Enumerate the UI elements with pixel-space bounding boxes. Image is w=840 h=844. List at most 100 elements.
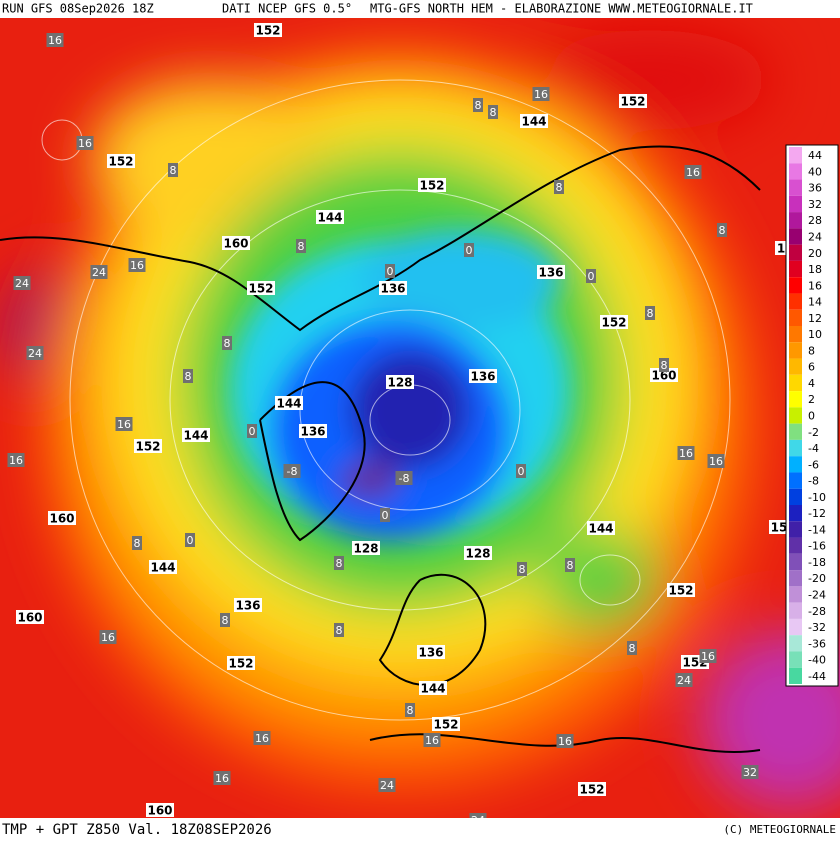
legend-swatch	[789, 618, 802, 636]
gpt-label: 136	[538, 266, 563, 280]
legend-label: -44	[808, 670, 826, 683]
gpt-label: 152	[108, 155, 133, 169]
gpt-label-box	[667, 583, 695, 597]
legend-label: -40	[808, 654, 826, 667]
gpt-label-box	[464, 546, 492, 560]
legend-swatch	[789, 309, 802, 326]
tmp-label: 0	[588, 270, 595, 283]
gpt-label-box	[600, 315, 628, 329]
gpt-label: 15	[771, 521, 788, 535]
legend-label: 4	[808, 377, 815, 390]
tmp-label: 0	[249, 425, 256, 438]
legend-swatch	[789, 537, 802, 554]
tmp-label-box	[423, 733, 441, 747]
legend-swatch	[789, 326, 802, 343]
tmp-label-box	[90, 265, 108, 279]
legend-label: 0	[808, 410, 815, 423]
tmp-label: 24	[28, 347, 42, 360]
tmp-label: 24	[677, 674, 691, 687]
tmp-label-box	[128, 258, 146, 272]
gpt-label: 1	[777, 242, 785, 256]
gpt-label: 152	[255, 24, 280, 38]
tmp-label: 8	[475, 99, 482, 112]
tmp-label: 8	[222, 614, 229, 627]
legend-swatch	[789, 179, 802, 196]
legend-label: -28	[808, 605, 826, 618]
tmp-label: 8	[407, 704, 414, 717]
legend-label: -10	[808, 491, 826, 504]
legend-label: -6	[808, 458, 819, 471]
legend-label: 36	[808, 182, 822, 195]
tmp-label-box	[132, 536, 142, 550]
gpt-label-box	[352, 541, 380, 555]
legend-label: -16	[808, 540, 826, 553]
tmp-label: 8	[629, 642, 636, 655]
gpt-label-box	[254, 23, 282, 37]
tmp-label: -8	[399, 472, 410, 485]
legend-label: -12	[808, 507, 826, 520]
gpt-label-box	[417, 645, 445, 659]
tmp-label-box	[220, 613, 230, 627]
legend-swatch	[789, 553, 802, 571]
legend-label: 24	[808, 231, 822, 244]
tmp-label: 8	[224, 337, 231, 350]
legend-swatch	[789, 423, 802, 440]
tmp-label-box	[168, 163, 178, 177]
legend-swatch	[789, 374, 802, 392]
gpt-label: 136	[380, 282, 405, 296]
gpt-label: 152	[620, 95, 645, 109]
gpt-label-box	[578, 782, 606, 796]
product-info: MTG-GFS NORTH HEM - ELABORAZIONE WWW.MET…	[370, 2, 753, 16]
tmp-label-box	[380, 508, 390, 522]
legend-label: 32	[808, 198, 822, 211]
legend-label: -18	[808, 556, 826, 569]
gpt-label-box	[419, 681, 447, 695]
legend-label: -2	[808, 426, 819, 439]
gpt-label: 136	[300, 425, 325, 439]
legend-swatch	[789, 244, 802, 261]
tmp-label-box	[46, 33, 64, 47]
tmp-label-box	[717, 223, 727, 237]
tmp-label-box	[213, 771, 231, 785]
gpt-label: 160	[49, 512, 74, 526]
legend-label: 16	[808, 279, 822, 292]
tmp-label: 16	[425, 734, 439, 747]
tmp-label-box	[247, 424, 257, 438]
tmp-label: 16	[78, 137, 92, 150]
gpt-label: 152	[248, 282, 273, 296]
gpt-label-box	[316, 210, 344, 224]
tmp-label-box	[253, 731, 271, 745]
tmp-label-box	[627, 641, 637, 655]
legend-swatch	[789, 667, 802, 684]
gpt-label-box	[182, 428, 210, 442]
tmp-label: 16	[255, 732, 269, 745]
tmp-label-box	[13, 276, 31, 290]
tmp-label: 16	[48, 34, 62, 47]
tmp-label: 16	[117, 418, 131, 431]
tmp-label: 16	[709, 455, 723, 468]
tmp-label-box	[488, 105, 498, 119]
gpt-label-box	[149, 560, 177, 574]
gpt-label: 136	[470, 370, 495, 384]
gpt-label-box	[537, 265, 565, 279]
tmp-label-box	[517, 562, 527, 576]
legend-swatch	[789, 212, 802, 229]
tmp-label-box	[516, 464, 526, 478]
gpt-label-box	[234, 598, 262, 612]
legend-label: 44	[808, 149, 822, 162]
legend-label: 14	[808, 296, 822, 309]
legend-swatch	[789, 456, 802, 473]
gpt-label-box	[520, 114, 548, 128]
gpt-label: 152	[601, 316, 626, 330]
tmp-label: 8	[134, 537, 141, 550]
legend-label: 12	[808, 312, 822, 325]
legend-swatch	[789, 391, 802, 408]
tmp-label-box	[378, 778, 396, 792]
tmp-label-box	[741, 765, 759, 779]
tmp-label: 0	[387, 265, 394, 278]
tmp-label: 8	[567, 559, 574, 572]
gpt-label: 152	[419, 179, 444, 193]
